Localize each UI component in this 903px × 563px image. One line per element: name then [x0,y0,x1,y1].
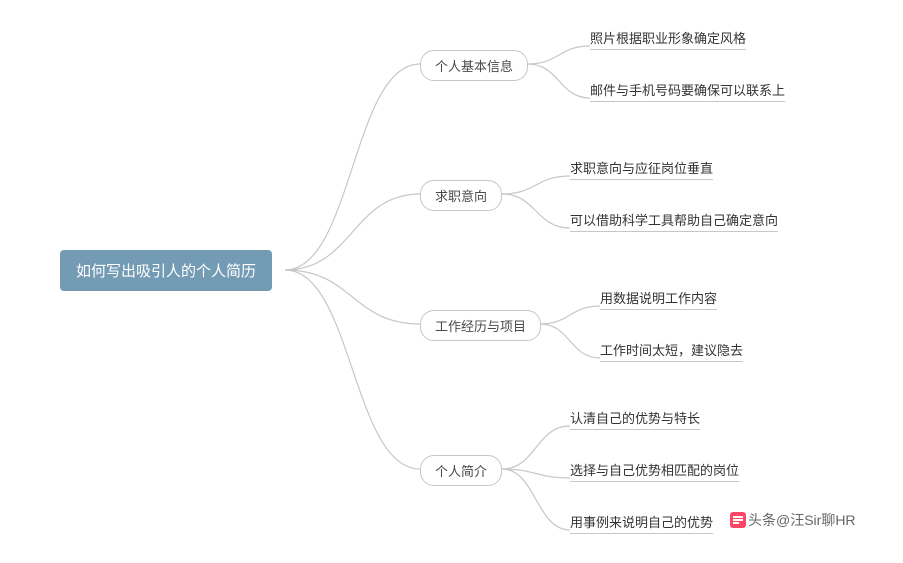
branch-node-2[interactable]: 工作经历与项目 [420,310,541,341]
leaf-node-1-0[interactable]: 求职意向与应征岗位垂直 [570,158,713,180]
leaf-node-3-2[interactable]: 用事例来说明自己的优势 [570,512,713,534]
toutiao-icon [730,512,746,528]
watermark-text: 头条@汪Sir聊HR [748,512,856,528]
leaf-node-0-1[interactable]: 邮件与手机号码要确保可以联系上 [590,80,785,102]
leaf-node-2-0[interactable]: 用数据说明工作内容 [600,288,717,310]
leaf-node-3-1[interactable]: 选择与自己优势相匹配的岗位 [570,460,739,482]
root-node[interactable]: 如何写出吸引人的个人简历 [60,250,272,291]
branch-node-3[interactable]: 个人简介 [420,455,502,486]
leaf-node-0-0[interactable]: 照片根据职业形象确定风格 [590,28,746,50]
branch-node-1[interactable]: 求职意向 [420,180,502,211]
branch-node-0[interactable]: 个人基本信息 [420,50,528,81]
leaf-node-3-0[interactable]: 认清自己的优势与特长 [570,408,700,430]
leaf-node-1-1[interactable]: 可以借助科学工具帮助自己确定意向 [570,210,778,232]
watermark: 头条@汪Sir聊HR [730,510,856,530]
leaf-node-2-1[interactable]: 工作时间太短，建议隐去 [600,340,743,362]
